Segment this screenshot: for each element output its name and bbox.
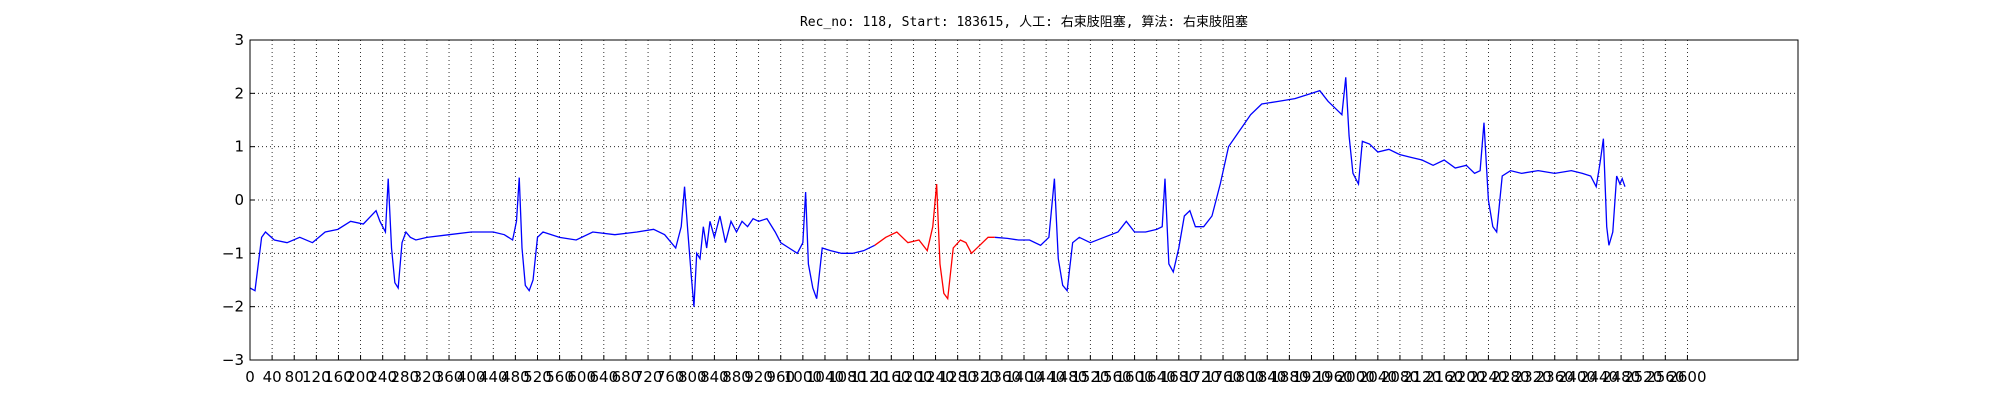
x-tick-label: 920 [744, 368, 773, 386]
series-line [249, 77, 1626, 307]
x-tick-label: 2440 [1580, 368, 1618, 386]
x-tick-label: 320 [413, 368, 442, 386]
x-tick-label: 1840 [1248, 368, 1286, 386]
x-tick-label: 160 [324, 368, 353, 386]
x-tick-label: 2480 [1602, 368, 1640, 386]
x-tick-label: 2040 [1359, 368, 1397, 386]
x-tick-label: 480 [501, 368, 530, 386]
x-tick-label: 2400 [1558, 368, 1596, 386]
x-tick-label: 1520 [1071, 368, 1109, 386]
x-tick-label: 1600 [1115, 368, 1153, 386]
x-tick-label: 2280 [1491, 368, 1529, 386]
x-tick-label: 640 [590, 368, 619, 386]
plot-frame [249, 39, 1799, 361]
x-tick-label: 1960 [1315, 368, 1353, 386]
x-tick-label: 120 [302, 368, 331, 386]
x-tick-label: 280 [390, 368, 419, 386]
x-tick-label: 2240 [1469, 368, 1507, 386]
x-tick-label: 2520 [1624, 368, 1662, 386]
x-tick-label: 1760 [1204, 368, 1242, 386]
x-tick-label: 680 [612, 368, 641, 386]
y-tick-label: −3 [222, 351, 244, 369]
x-tick-label: 1120 [850, 368, 888, 386]
x-tick-label: 720 [634, 368, 663, 386]
x-tick-label: 1720 [1182, 368, 1220, 386]
x-tick-label: 360 [435, 368, 464, 386]
x-tick-label: 1160 [872, 368, 910, 386]
x-tick-label: 2360 [1536, 368, 1574, 386]
x-tick-label: 1280 [939, 368, 977, 386]
x-tick-label: 2000 [1337, 368, 1375, 386]
x-tick-label: 1800 [1226, 368, 1264, 386]
x-tick-label: 0 [245, 368, 255, 386]
x-tick-label: 240 [368, 368, 397, 386]
x-tick-label: 1920 [1292, 368, 1330, 386]
y-tick-label: 3 [234, 31, 244, 49]
x-tick-label: 800 [678, 368, 707, 386]
y-tick-label: 1 [234, 138, 244, 156]
x-tick-label: 840 [700, 368, 729, 386]
x-tick-label: 2200 [1447, 368, 1485, 386]
x-tick-label: 1680 [1160, 368, 1198, 386]
x-tick-label: 1320 [961, 368, 999, 386]
x-tick-label: 1000 [784, 368, 822, 386]
x-tick-label: 200 [346, 368, 375, 386]
x-tick-label: 600 [567, 368, 596, 386]
x-tick-label: 1360 [983, 368, 1021, 386]
chart-title: Rec_no: 118, Start: 183615, 人工: 右束肢阻塞, 算… [800, 14, 1248, 30]
x-tick-label: 2080 [1381, 368, 1419, 386]
x-tick-label: 760 [656, 368, 685, 386]
x-tick-label: 80 [285, 368, 304, 386]
x-tick-label: 960 [766, 368, 795, 386]
x-tick-label: 880 [722, 368, 751, 386]
x-tick-label: 2320 [1514, 368, 1552, 386]
y-tick-label: −2 [222, 298, 244, 316]
x-tick-label: 1400 [1005, 368, 1043, 386]
x-tick-label: 1200 [894, 368, 932, 386]
x-tick-label: 2600 [1668, 368, 1706, 386]
x-tick-label: 1640 [1138, 368, 1176, 386]
x-tick-label: 1240 [916, 368, 954, 386]
series-line [874, 183, 995, 301]
x-tick-label: 440 [479, 368, 508, 386]
x-tick-label: 2120 [1403, 368, 1441, 386]
x-tick-label: 2160 [1425, 368, 1463, 386]
x-tick-label: 40 [263, 368, 282, 386]
x-tick-label: 520 [523, 368, 552, 386]
y-tick-label: −1 [222, 244, 244, 262]
x-tick-label: 560 [545, 368, 574, 386]
x-tick-label: 1040 [806, 368, 844, 386]
x-tick-label: 1480 [1049, 368, 1087, 386]
x-tick-label: 1560 [1093, 368, 1131, 386]
x-tick-label: 2560 [1646, 368, 1684, 386]
x-tick-label: 1880 [1270, 368, 1308, 386]
x-tick-label: 1080 [828, 368, 866, 386]
x-tick-label: 1440 [1027, 368, 1065, 386]
x-tick-label: 400 [457, 368, 486, 386]
y-tick-label: 2 [234, 84, 244, 102]
y-tick-label: 0 [234, 191, 244, 209]
